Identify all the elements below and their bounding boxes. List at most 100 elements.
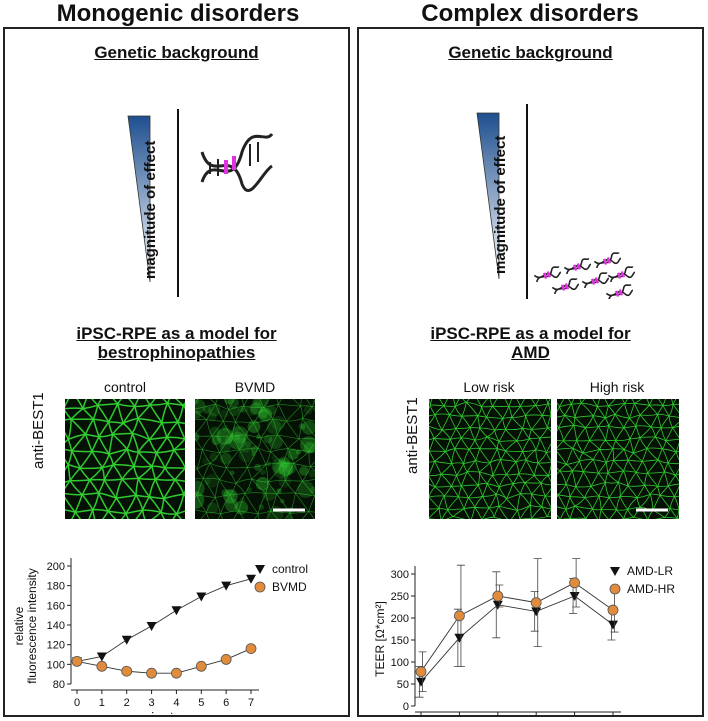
data-point <box>121 665 133 677</box>
left-model-title-line2: bestrophinopathies <box>97 343 256 362</box>
y-tick-label: 50 <box>397 679 409 691</box>
series-line <box>420 595 614 683</box>
left-stain-label: anti-BEST1 <box>30 392 47 469</box>
high-risk-micrograph <box>557 399 679 519</box>
x-tick-label: 5 <box>198 697 204 709</box>
control-micrograph <box>65 399 185 519</box>
data-point <box>246 574 256 584</box>
data-point <box>121 635 132 645</box>
y-tick-label: 300 <box>391 569 409 581</box>
x-tick-label: 3 <box>149 697 155 709</box>
legend-label: AMD-LR <box>627 564 673 578</box>
right-model-title-line1: iPSC-RPE as a model for <box>430 324 631 343</box>
monogenic-panel: Genetic background magnitude of effect i… <box>3 27 350 717</box>
legend-marker <box>610 567 620 576</box>
right-effect-wedge <box>476 112 500 280</box>
data-point <box>531 607 542 617</box>
chart-axes <box>67 558 259 694</box>
y-tick-label: 160 <box>47 600 65 612</box>
left-genetic-background-title: Genetic background <box>94 43 259 62</box>
data-point <box>96 652 107 662</box>
y-tick-label: 200 <box>391 613 409 625</box>
x-axis-label: minutes <box>139 709 188 714</box>
y-tick-label: 100 <box>47 659 65 671</box>
data-point <box>171 606 182 616</box>
dna-icon <box>605 283 634 299</box>
y-axis-label: fluorescence intensity <box>25 568 39 683</box>
data-point <box>608 620 618 630</box>
right-magnitude-label: magnitude of effect <box>492 135 509 274</box>
legend-marker <box>255 565 265 574</box>
data-point <box>196 592 207 602</box>
y-tick-label: 150 <box>391 635 409 647</box>
x-tick-label: 7 <box>248 697 254 709</box>
y-tick-label: 180 <box>47 581 65 593</box>
dna-icon <box>533 265 562 283</box>
legend-marker <box>254 581 266 593</box>
left-effect-wedge <box>127 115 151 283</box>
y-axis-label: relative <box>12 606 26 645</box>
data-point <box>569 592 580 601</box>
control-image-label: control <box>103 379 147 395</box>
data-point <box>569 577 581 589</box>
series-BVMD <box>71 643 257 679</box>
data-point <box>492 600 503 610</box>
series-control <box>72 574 256 667</box>
right-effect-diagram <box>476 104 636 299</box>
legend-label: control <box>272 562 308 576</box>
left-magnitude-label: magnitude of effect <box>142 140 159 279</box>
left-model-title-line1: iPSC-RPE as a model for <box>76 324 277 343</box>
dna-icon <box>551 277 580 295</box>
y-tick-label: 80 <box>53 679 65 691</box>
legend-marker <box>609 583 621 595</box>
bvmd-micrograph <box>195 399 315 519</box>
y-tick-label: 0 <box>403 701 409 713</box>
data-point <box>146 621 157 631</box>
data-point <box>96 660 108 672</box>
data-point <box>195 660 207 672</box>
y-tick-label: 120 <box>47 640 65 652</box>
right-genetic-background-title: Genetic background <box>448 43 613 62</box>
dna-icon <box>593 251 622 269</box>
monogenic-heading: Monogenic disorders <box>56 0 300 27</box>
chart-axes <box>411 566 621 716</box>
left-effect-diagram <box>127 109 274 297</box>
y-tick-label: 140 <box>47 620 65 632</box>
series-line <box>76 578 252 662</box>
x-tick-label: 4 <box>173 697 179 709</box>
data-point <box>454 633 465 643</box>
fluorescence-chart: 80 100 120 140 160 180 200 0 1 2 3 4 5 6 7 minutes contr… <box>12 558 308 714</box>
data-point <box>146 667 157 679</box>
data-point <box>454 610 465 622</box>
multiple-dna-icon <box>533 251 636 299</box>
data-point <box>221 581 232 591</box>
data-point <box>607 604 619 616</box>
data-point <box>416 677 426 687</box>
data-point <box>492 590 504 602</box>
data-point <box>530 597 542 608</box>
data-point <box>171 667 182 679</box>
dna-icon <box>563 257 592 275</box>
dna-icon <box>581 271 610 289</box>
y-tick-label: 200 <box>47 561 65 573</box>
high-risk-image-label: High risk <box>589 379 645 395</box>
right-model-title-line2: AMD <box>511 343 550 362</box>
series-AMD-HR <box>415 558 619 692</box>
series-line <box>420 582 614 672</box>
dna-icon <box>607 265 636 283</box>
x-tick-label: 1 <box>99 697 105 709</box>
x-tick-label: 6 <box>223 697 229 709</box>
y-axis-label: TEER [Ω*cm²] <box>373 601 387 677</box>
y-tick-label: 100 <box>391 657 409 669</box>
complex-heading: Complex disorders <box>421 0 639 27</box>
data-point <box>220 654 232 665</box>
low-risk-image-label: Low risk <box>463 379 515 395</box>
data-point <box>415 666 427 678</box>
bvmd-image-label: BVMD <box>234 379 276 395</box>
complex-panel: Genetic background magnitude of effect i… <box>357 27 704 717</box>
x-tick-label: 0 <box>74 697 80 709</box>
data-point <box>245 643 257 654</box>
series-AMD-LR <box>415 571 618 698</box>
teer-chart: 050100150200250300123456weeksAMD-LRAMD-H… <box>373 558 675 716</box>
dna-helix-icon <box>200 132 274 192</box>
